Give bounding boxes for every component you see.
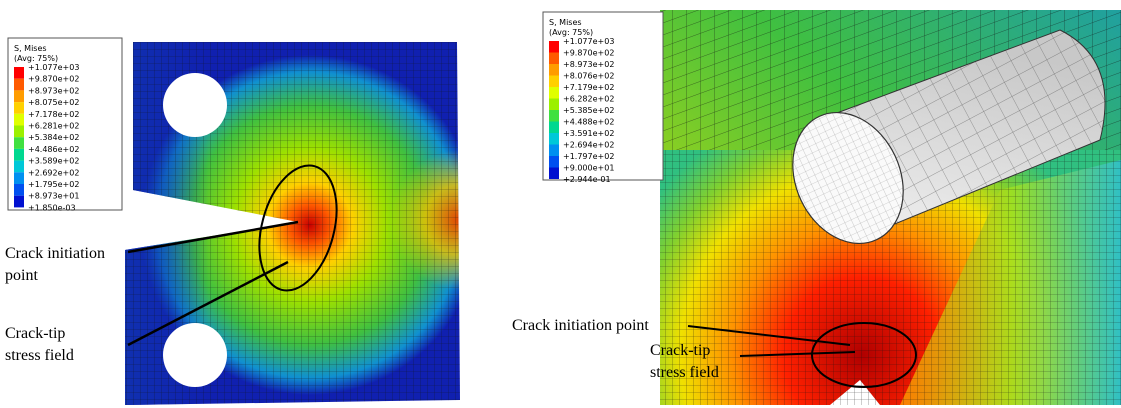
- legend-label: +8.973e+02: [28, 86, 79, 95]
- legend-swatch: [549, 41, 559, 53]
- legend-label: +1.797e+02: [563, 152, 614, 161]
- annotation: Crack-tip: [650, 342, 710, 359]
- legend-swatch: [14, 161, 24, 173]
- annotation: Crack-tip: [5, 325, 65, 342]
- annotation: stress field: [5, 347, 74, 364]
- legend-swatch: [549, 156, 559, 168]
- legend-label: +7.179e+02: [563, 83, 614, 92]
- right-legend: S, Mises(Avg: 75%)+1.077e+03 +9.870e+02 +8…: [543, 12, 663, 184]
- annotation: Crack initiation: [5, 245, 105, 262]
- legend-title: S, Mises: [549, 18, 582, 27]
- legend-label: +4.486e+02: [28, 145, 79, 154]
- legend-label: +2.692e+02: [28, 168, 79, 177]
- legend-label: +6.281e+02: [28, 122, 79, 131]
- right-model: [660, 10, 1121, 405]
- legend-swatch: [549, 145, 559, 157]
- legend-swatch: [549, 53, 559, 65]
- legend-swatch: [549, 64, 559, 76]
- legend-swatch: [549, 99, 559, 111]
- legend-swatch: [549, 87, 559, 99]
- legend-label: +9.870e+02: [563, 49, 614, 58]
- legend-label: +8.076e+02: [563, 72, 614, 81]
- legend-swatch: [549, 76, 559, 88]
- legend-swatch: [14, 114, 24, 126]
- left-legend: S, Mises(Avg: 75%)+1.077e+03 +9.870e+02 +8…: [8, 38, 122, 212]
- left-model: [125, 42, 460, 405]
- legend-label: +9.870e+02: [28, 75, 79, 84]
- legend-swatch: [14, 137, 24, 149]
- legend-label: +3.589e+02: [28, 157, 79, 166]
- annotation: point: [5, 267, 38, 284]
- legend-swatch: [14, 79, 24, 91]
- legend-swatch: [549, 122, 559, 134]
- legend-swatch: [14, 126, 24, 138]
- legend-swatch: [549, 133, 559, 145]
- legend-label: +2.944e-01: [563, 175, 611, 184]
- legend-label: +8.075e+02: [28, 98, 79, 107]
- legend-label: +1.795e+02: [28, 180, 79, 189]
- annotation: Crack initiation point: [512, 317, 649, 334]
- legend-swatch: [14, 90, 24, 102]
- legend-label: +3.591e+02: [563, 129, 614, 138]
- legend-label: +1.077e+03: [28, 63, 79, 72]
- legend-swatch: [14, 149, 24, 161]
- legend-subtitle: (Avg: 75%): [549, 28, 593, 37]
- legend-title: S, Mises: [14, 44, 47, 53]
- legend-label: +7.178e+02: [28, 110, 79, 119]
- legend-label: +2.694e+02: [563, 141, 614, 150]
- legend-label: +6.282e+02: [563, 95, 614, 104]
- legend-label: +9.000e+01: [563, 164, 614, 173]
- legend-swatch: [14, 67, 24, 79]
- legend-swatch: [14, 196, 24, 208]
- legend-label: +8.973e+01: [28, 192, 79, 201]
- legend-swatch: [14, 172, 24, 184]
- legend-label: +4.488e+02: [563, 118, 614, 127]
- legend-swatch: [14, 184, 24, 196]
- annotation: stress field: [650, 364, 719, 381]
- legend-label: +5.385e+02: [563, 106, 614, 115]
- legend-label: +1.077e+03: [563, 37, 614, 46]
- legend-label: +8.973e+02: [563, 60, 614, 69]
- legend-swatch: [549, 110, 559, 122]
- legend-label: +5.384e+02: [28, 133, 79, 142]
- legend-label: +1.850e-03: [28, 203, 76, 212]
- legend-subtitle: (Avg: 75%): [14, 54, 58, 63]
- figure: S, Mises(Avg: 75%)+1.077e+03+9.870e+02+8…: [0, 0, 1121, 408]
- legend-swatch: [14, 102, 24, 114]
- legend-swatch: [549, 168, 559, 180]
